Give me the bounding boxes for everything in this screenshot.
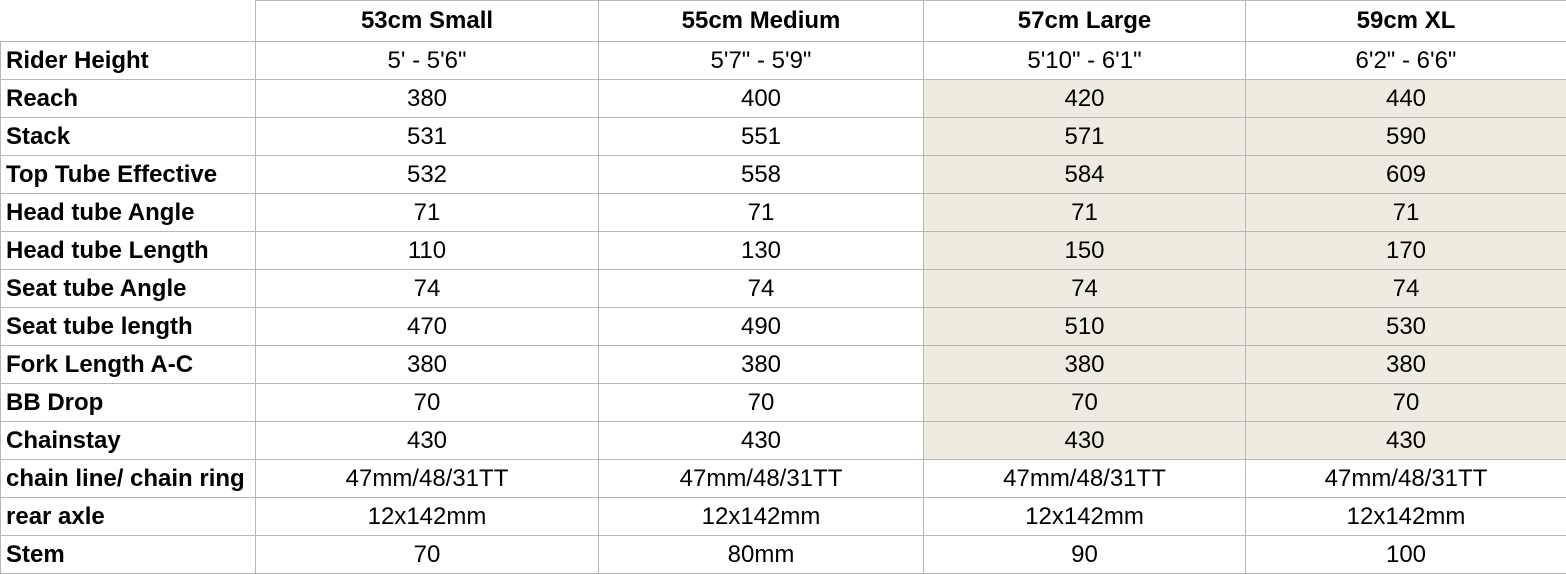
table-cell: 74 bbox=[1246, 270, 1566, 308]
table-cell: 5' - 5'6" bbox=[256, 42, 599, 80]
table-cell: 47mm/48/31TT bbox=[256, 460, 599, 498]
row-label: BB Drop bbox=[1, 384, 256, 422]
header-row: 53cm Small 55cm Medium 57cm Large 59cm X… bbox=[1, 1, 1566, 42]
table-cell: 6'2" - 6'6" bbox=[1246, 42, 1566, 80]
row-label: Seat tube Angle bbox=[1, 270, 256, 308]
table-cell: 430 bbox=[924, 422, 1246, 460]
row-label: Head tube Angle bbox=[1, 194, 256, 232]
row-label: Fork Length A-C bbox=[1, 346, 256, 384]
table-cell: 12x142mm bbox=[599, 498, 924, 536]
table-row: Rider Height 5' - 5'6" 5'7" - 5'9" 5'10"… bbox=[1, 42, 1566, 80]
table-cell: 584 bbox=[924, 156, 1246, 194]
table-row: BB Drop 70 70 70 70 bbox=[1, 384, 1566, 422]
table-row: Head tube Angle 71 71 71 71 bbox=[1, 194, 1566, 232]
table-cell: 74 bbox=[599, 270, 924, 308]
table-cell: 71 bbox=[1246, 194, 1566, 232]
column-header-small: 53cm Small bbox=[256, 1, 599, 42]
table-cell: 558 bbox=[599, 156, 924, 194]
table-cell: 590 bbox=[1246, 118, 1566, 156]
table-cell: 70 bbox=[599, 384, 924, 422]
table-cell: 380 bbox=[256, 80, 599, 118]
table-row: Chainstay 430 430 430 430 bbox=[1, 422, 1566, 460]
table-cell: 380 bbox=[599, 346, 924, 384]
row-label: chain line/ chain ring bbox=[1, 460, 256, 498]
row-label: Stack bbox=[1, 118, 256, 156]
table-cell: 530 bbox=[1246, 308, 1566, 346]
table-cell: 47mm/48/31TT bbox=[1246, 460, 1566, 498]
table-cell: 70 bbox=[1246, 384, 1566, 422]
table-row: Head tube Length 110 130 150 170 bbox=[1, 232, 1566, 270]
table-cell: 80mm bbox=[599, 536, 924, 574]
table-cell: 71 bbox=[599, 194, 924, 232]
table-row: Seat tube length 470 490 510 530 bbox=[1, 308, 1566, 346]
table-cell: 490 bbox=[599, 308, 924, 346]
table-cell: 90 bbox=[924, 536, 1246, 574]
table-cell: 110 bbox=[256, 232, 599, 270]
table-cell: 380 bbox=[1246, 346, 1566, 384]
table-cell: 47mm/48/31TT bbox=[924, 460, 1246, 498]
table-cell: 150 bbox=[924, 232, 1246, 270]
table-cell: 47mm/48/31TT bbox=[599, 460, 924, 498]
column-header-xl: 59cm XL bbox=[1246, 1, 1566, 42]
row-label: Seat tube length bbox=[1, 308, 256, 346]
table-cell: 5'7" - 5'9" bbox=[599, 42, 924, 80]
table-row: Reach 380 400 420 440 bbox=[1, 80, 1566, 118]
table-cell: 74 bbox=[924, 270, 1246, 308]
table-cell: 12x142mm bbox=[1246, 498, 1566, 536]
table-cell: 470 bbox=[256, 308, 599, 346]
table-cell: 532 bbox=[256, 156, 599, 194]
table-cell: 70 bbox=[256, 536, 599, 574]
table-cell: 440 bbox=[1246, 80, 1566, 118]
table-cell: 70 bbox=[924, 384, 1246, 422]
table-cell: 400 bbox=[599, 80, 924, 118]
table-cell: 12x142mm bbox=[256, 498, 599, 536]
table-cell: 71 bbox=[256, 194, 599, 232]
table-row: rear axle 12x142mm 12x142mm 12x142mm 12x… bbox=[1, 498, 1566, 536]
table-cell: 130 bbox=[599, 232, 924, 270]
table-row: chain line/ chain ring 47mm/48/31TT 47mm… bbox=[1, 460, 1566, 498]
column-header-large: 57cm Large bbox=[924, 1, 1246, 42]
table-cell: 71 bbox=[924, 194, 1246, 232]
table-row: Stem 70 80mm 90 100 bbox=[1, 536, 1566, 574]
table-cell: 609 bbox=[1246, 156, 1566, 194]
table-cell: 571 bbox=[924, 118, 1246, 156]
table-cell: 70 bbox=[256, 384, 599, 422]
column-header-medium: 55cm Medium bbox=[599, 1, 924, 42]
table-cell: 430 bbox=[1246, 422, 1566, 460]
table-cell: 12x142mm bbox=[924, 498, 1246, 536]
row-label: Top Tube Effective bbox=[1, 156, 256, 194]
row-label: Head tube Length bbox=[1, 232, 256, 270]
table-cell: 430 bbox=[256, 422, 599, 460]
table-cell: 100 bbox=[1246, 536, 1566, 574]
corner-cell bbox=[1, 1, 256, 42]
table-cell: 430 bbox=[599, 422, 924, 460]
row-label: Chainstay bbox=[1, 422, 256, 460]
table-row: Top Tube Effective 532 558 584 609 bbox=[1, 156, 1566, 194]
table-cell: 551 bbox=[599, 118, 924, 156]
table-cell: 510 bbox=[924, 308, 1246, 346]
table-cell: 531 bbox=[256, 118, 599, 156]
row-label: Stem bbox=[1, 536, 256, 574]
table-row: Stack 531 551 571 590 bbox=[1, 118, 1566, 156]
table-cell: 5'10" - 6'1" bbox=[924, 42, 1246, 80]
table-cell: 74 bbox=[256, 270, 599, 308]
row-label: Reach bbox=[1, 80, 256, 118]
table-row: Seat tube Angle 74 74 74 74 bbox=[1, 270, 1566, 308]
table-cell: 170 bbox=[1246, 232, 1566, 270]
row-label: Rider Height bbox=[1, 42, 256, 80]
table-cell: 380 bbox=[256, 346, 599, 384]
row-label: rear axle bbox=[1, 498, 256, 536]
table-cell: 420 bbox=[924, 80, 1246, 118]
table-cell: 380 bbox=[924, 346, 1246, 384]
table-row: Fork Length A-C 380 380 380 380 bbox=[1, 346, 1566, 384]
